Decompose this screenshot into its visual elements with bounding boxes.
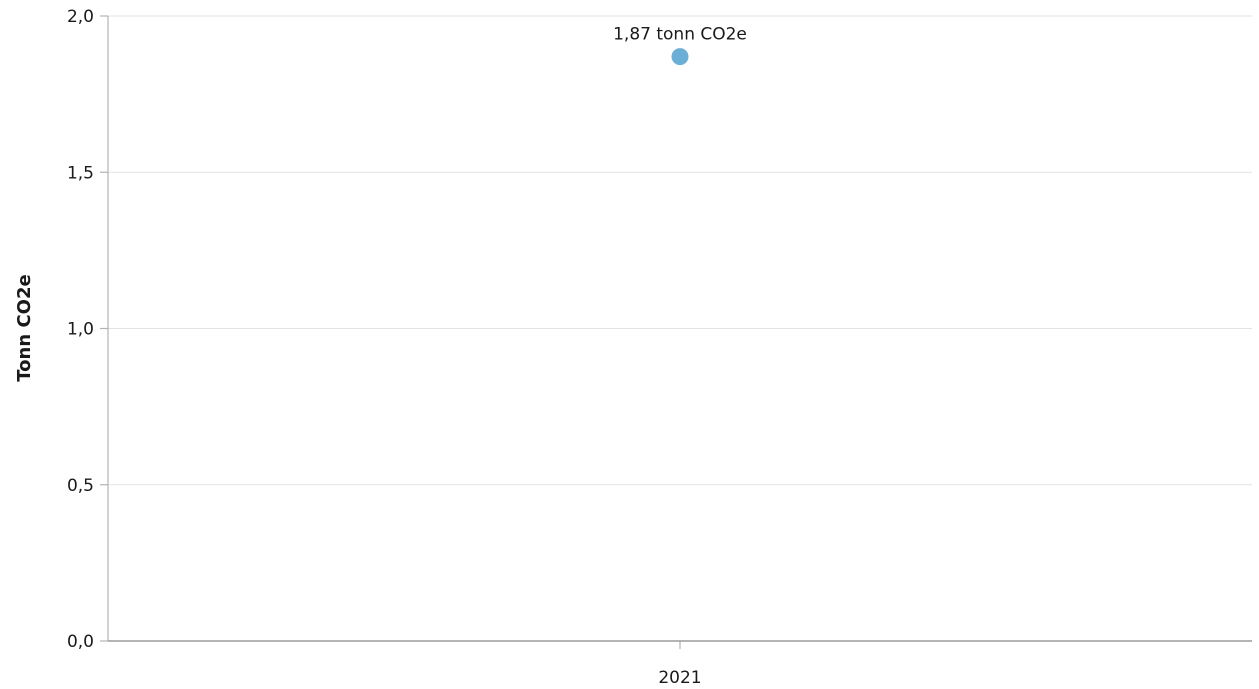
y-axis-title: Tonn CO2e [14,274,35,381]
data-point[interactable] [671,48,689,66]
x-tick-label: 2021 [658,668,701,688]
data-label: 1,87 tonn CO2e [613,25,747,45]
grid-lines [108,15,1252,486]
y-tick-label: 2,0 [67,7,94,27]
data-points: 1,87 tonn CO2e [613,25,747,66]
y-axis-ticks: 0,0 0,5 1,0 1,5 2,0 [67,7,108,652]
y-tick-label: 0,0 [67,632,94,652]
x-axis-ticks: 2021 [658,641,702,688]
y-tick-label: 0,5 [67,476,94,496]
y-tick-label: 1,5 [67,163,94,183]
y-tick-label: 1,0 [67,320,94,340]
